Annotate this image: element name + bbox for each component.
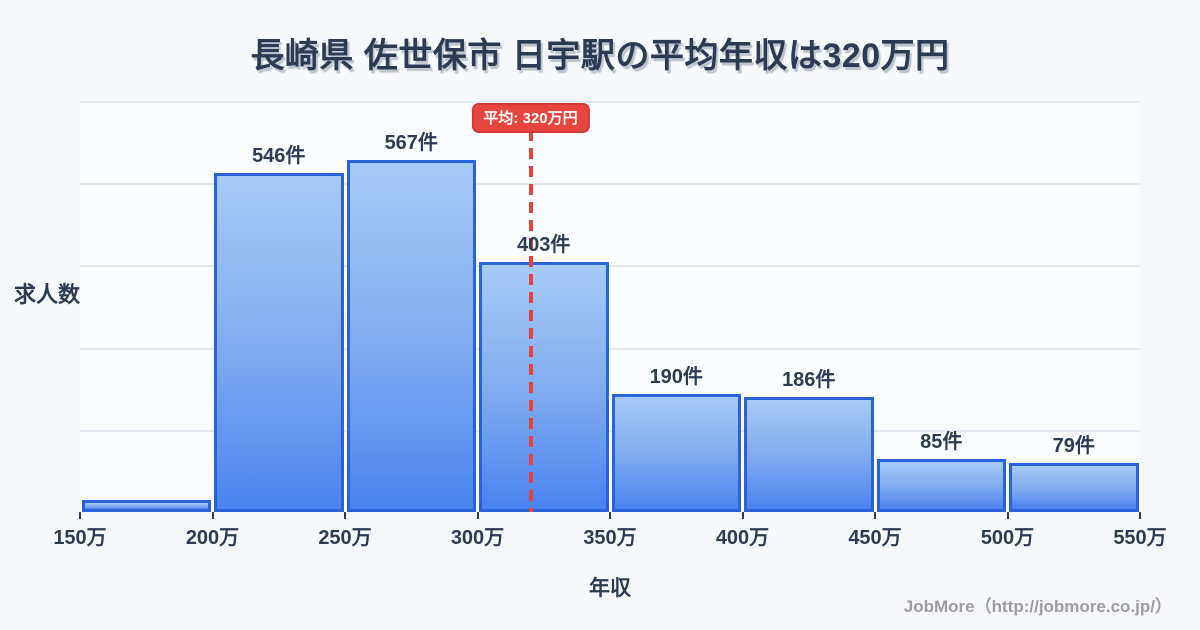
average-badge: 平均: 320万円 [471,103,590,133]
x-axis-tick [344,512,346,519]
x-axis-tick [79,512,81,519]
x-axis-tick [874,512,876,519]
histogram-bar [1009,463,1139,512]
histogram-bar [81,500,211,512]
x-tick-label: 200万 [185,527,240,549]
x-axis-tick [1139,512,1141,519]
bar-value-label: 567件 [384,132,438,154]
gridline [80,347,1140,350]
x-tick-label: 350万 [583,527,637,549]
x-tick-label: 500万 [980,527,1035,549]
gridline [80,101,1140,103]
x-axis-tick [211,512,214,519]
bar-value-label: 403件 [517,234,571,256]
gridline [80,183,1140,186]
x-axis-tick [609,512,611,519]
y-axis-title: 求人数 [14,282,81,307]
x-tick-label: 450万 [848,527,902,549]
histogram-bar [876,459,1006,512]
bar-value-label: 546件 [252,145,306,167]
histogram-bar [611,394,741,512]
x-tick-label: 150万 [53,527,107,549]
histogram-bar [214,173,344,512]
histogram-bar [346,160,476,512]
x-tick-label: 400万 [715,527,770,549]
histogram-bar [744,397,874,512]
x-tick-label: 550万 [1113,527,1167,549]
chart-title: 長崎県 佐世保市 日宇駅の平均年収は320万円 [250,37,950,75]
footer-credit: JobMore（http://jobmore.co.jp/） [903,597,1172,616]
histogram-bar [479,262,609,512]
plot-area: 平均: 320万円 546件 567件 403件 190件 186件 85件 79件 150万… [53,101,1167,549]
bar-value-label: 186件 [782,369,836,391]
gridline [80,429,1140,432]
x-tick-label: 250万 [318,527,372,549]
x-tick-label: 300万 [450,527,505,549]
x-axis-title: 年収 [589,577,631,600]
gridline [80,265,1140,268]
bar-value-label: 190件 [649,366,703,388]
x-axis-tick [741,512,744,519]
x-axis-tick [1006,512,1009,519]
average-line [528,130,533,512]
bar-value-label: 79件 [1052,435,1095,457]
x-axis-tick [476,512,479,519]
bar-value-label: 85件 [920,431,963,453]
